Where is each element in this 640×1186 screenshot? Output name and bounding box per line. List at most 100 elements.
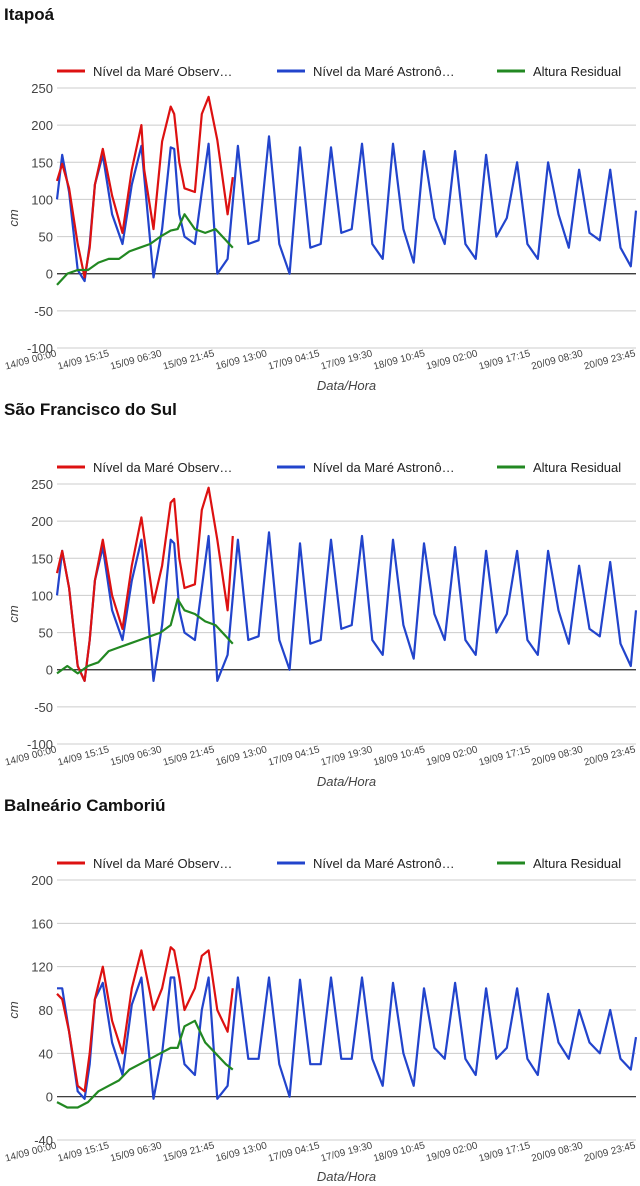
series-line-residual — [56, 1019, 234, 1109]
x-tick-label: 16/09 13:00 — [214, 1140, 268, 1164]
y-tick-label: -100 — [27, 341, 53, 356]
y-tick-label: 200 — [31, 118, 53, 133]
y-tick-label: 100 — [31, 192, 53, 207]
x-tick-label: 17/09 19:30 — [320, 1140, 374, 1164]
x-tick-label: 20/09 08:30 — [530, 348, 584, 372]
x-tick-label: 19/09 17:15 — [478, 744, 532, 768]
y-tick-label: 250 — [31, 81, 53, 96]
x-tick-label: 19/09 02:00 — [425, 1140, 479, 1164]
y-axis-title: cm — [6, 209, 21, 227]
y-tick-label: -50 — [34, 304, 53, 319]
legend-item: Altura Residual — [497, 856, 621, 871]
y-tick-label: 0 — [46, 267, 53, 282]
x-tick-label: 20/09 23:45 — [583, 744, 637, 768]
chart-title: São Francisco do Sul — [4, 400, 177, 419]
legend-item: Nível da Maré Astronô… — [277, 460, 455, 475]
x-tick-label: 17/09 04:15 — [267, 348, 321, 372]
legend-label: Altura Residual — [533, 460, 621, 475]
legend-item: Nível da Maré Observ… — [57, 856, 232, 871]
x-axis-title: Data/Hora — [317, 774, 376, 789]
x-tick-label: 20/09 08:30 — [530, 744, 584, 768]
x-tick-label: 15/09 21:45 — [162, 744, 216, 768]
x-tick-label: 17/09 04:15 — [267, 744, 321, 768]
chart-title: Balneário Camboriú — [4, 796, 166, 815]
y-tick-label: 80 — [39, 1003, 53, 1018]
series-line-astronomical — [55, 135, 638, 283]
x-tick-label: 20/09 23:45 — [583, 1140, 637, 1164]
y-tick-label: 200 — [31, 514, 53, 529]
legend-label: Nível da Maré Observ… — [93, 64, 232, 79]
legend: Nível da Maré Observ… Nível da Maré Astro… — [57, 460, 621, 475]
legend-label: Nível da Maré Observ… — [93, 460, 232, 475]
series-line-observed — [55, 486, 234, 682]
series-line-residual — [56, 213, 234, 286]
legend-item: Nível da Maré Astronô… — [277, 64, 455, 79]
tide-chart: Nível da Maré Observ… Nível da Maré Astro… — [4, 460, 638, 789]
x-tick-label: 18/09 10:45 — [372, 348, 426, 372]
gridlines — [57, 483, 636, 745]
x-axis-title: Data/Hora — [317, 1169, 376, 1184]
series-line-observed — [56, 946, 234, 1093]
x-tick-label: 20/09 08:30 — [530, 1140, 584, 1164]
chart-panel-sao-francisco-do-sul: São Francisco do Sul Nível da Maré Obser… — [0, 396, 640, 791]
y-tick-label: 0 — [46, 1090, 53, 1105]
x-tick-label: 19/09 02:00 — [425, 348, 479, 372]
legend-label: Altura Residual — [533, 64, 621, 79]
x-axis-title: Data/Hora — [317, 378, 376, 393]
y-tick-label: 40 — [39, 1046, 53, 1061]
x-tick-label: 15/09 21:45 — [162, 348, 216, 372]
legend-item: Altura Residual — [497, 64, 621, 79]
legend-label: Nível da Maré Astronô… — [313, 460, 455, 475]
x-tick-label: 14/09 15:15 — [57, 348, 111, 372]
series-line-residual — [56, 598, 234, 675]
legend-item: Altura Residual — [497, 460, 621, 475]
x-tick-label: 20/09 23:45 — [583, 348, 637, 372]
y-tick-label: 200 — [31, 873, 53, 888]
legend: Nível da Maré Observ… Nível da Maré Astro… — [57, 856, 621, 871]
x-tick-label: 16/09 13:00 — [214, 348, 268, 372]
y-tick-label: 50 — [39, 230, 53, 245]
x-tick-label: 15/09 06:30 — [109, 1140, 163, 1164]
y-axis-title: cm — [6, 1001, 21, 1019]
y-tick-label: 150 — [31, 155, 53, 170]
y-tick-label: 120 — [31, 960, 53, 975]
x-tick-label: 15/09 06:30 — [109, 348, 163, 372]
x-tick-label: 19/09 02:00 — [425, 744, 479, 768]
legend-item: Nível da Maré Observ… — [57, 64, 232, 79]
x-tick-label: 16/09 13:00 — [214, 744, 268, 768]
x-tick-label: 19/09 17:15 — [478, 348, 532, 372]
tide-chart: Nível da Maré Observ… Nível da Maré Astro… — [4, 856, 638, 1184]
x-tick-label: 14/09 15:15 — [57, 744, 111, 768]
x-tick-label: 18/09 10:45 — [372, 1140, 426, 1164]
y-tick-label: 150 — [31, 551, 53, 566]
chart-panel-balneario-camboriu: Balneário Camboriú Nível da Maré Observ…… — [0, 792, 640, 1186]
y-axis-title: cm — [6, 605, 21, 623]
y-tick-label: 0 — [46, 663, 53, 678]
y-tick-label: -40 — [34, 1133, 53, 1148]
legend-label: Altura Residual — [533, 856, 621, 871]
y-tick-label: -100 — [27, 737, 53, 752]
y-tick-label: 100 — [31, 588, 53, 603]
y-tick-label: 250 — [31, 477, 53, 492]
x-tick-label: 14/09 15:15 — [57, 1140, 111, 1164]
legend-label: Nível da Maré Astronô… — [313, 64, 455, 79]
x-tick-label: 18/09 10:45 — [372, 744, 426, 768]
legend: Nível da Maré Observ… Nível da Maré Astro… — [57, 64, 621, 79]
x-tick-label: 15/09 06:30 — [109, 744, 163, 768]
y-tick-label: 50 — [39, 626, 53, 641]
x-tick-label: 17/09 19:30 — [320, 744, 374, 768]
series-line-astronomical — [55, 531, 638, 682]
legend-label: Nível da Maré Observ… — [93, 856, 232, 871]
gridlines — [57, 87, 636, 349]
tide-chart: Nível da Maré Observ… Nível da Maré Astro… — [4, 64, 638, 393]
chart-panel-itapoa: Itapoá Nível da Maré Observ… Nível da Mar… — [0, 0, 640, 395]
chart-title: Itapoá — [4, 5, 55, 24]
x-tick-label: 14/09 00:00 — [4, 1140, 58, 1164]
x-tick-label: 19/09 17:15 — [478, 1140, 532, 1164]
series-line-astronomical — [57, 976, 638, 1100]
series-line-observed — [55, 95, 234, 279]
y-tick-label: -50 — [34, 700, 53, 715]
x-tick-label: 17/09 19:30 — [320, 348, 374, 372]
x-tick-label: 17/09 04:15 — [267, 1140, 321, 1164]
legend-item: Nível da Maré Astronô… — [277, 856, 455, 871]
